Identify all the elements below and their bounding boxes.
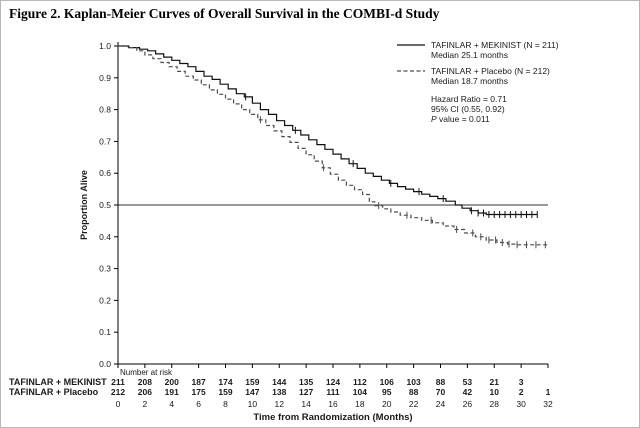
x-tick-label: 18 [355, 399, 365, 409]
y-tick-label: 0.4 [99, 232, 111, 242]
risk-count: 206 [138, 387, 152, 397]
risk-count: 70 [436, 387, 446, 397]
x-tick-label: 14 [301, 399, 311, 409]
y-tick-label: 0.1 [99, 327, 111, 337]
risk-count: 95 [382, 387, 392, 397]
risk-count: 103 [407, 377, 421, 387]
x-tick-label: 6 [196, 399, 201, 409]
risk-count: 174 [218, 377, 232, 387]
risk-count: 212 [111, 387, 125, 397]
legend-stat: 95% CI (0.55, 0.92) [431, 104, 505, 114]
risk-count: 53 [463, 377, 473, 387]
legend-sub: Median 18.7 months [431, 76, 508, 86]
x-tick-label: 4 [169, 399, 174, 409]
risk-count: 111 [326, 387, 340, 397]
y-tick-label: 0.8 [99, 105, 111, 115]
risk-count: 104 [353, 387, 367, 397]
x-tick-label: 12 [275, 399, 285, 409]
risk-count: 187 [192, 377, 206, 387]
y-tick-label: 0.6 [99, 168, 111, 178]
km-curve-tafinlar-mekinist [118, 45, 538, 216]
risk-count: 106 [380, 377, 394, 387]
x-tick-label: 10 [248, 399, 258, 409]
risk-count: 175 [192, 387, 206, 397]
legend-sub: Median 25.1 months [431, 50, 508, 60]
risk-count: 21 [490, 377, 500, 387]
y-tick-label: 0.5 [99, 200, 111, 210]
figure-title: Figure 2. Kaplan-Meier Curves of Overall… [9, 6, 440, 21]
x-tick-label: 0 [116, 399, 121, 409]
y-tick-label: 0.0 [99, 359, 111, 369]
risk-count: 3 [519, 377, 524, 387]
x-tick-label: 8 [223, 399, 228, 409]
risk-count: 159 [245, 377, 259, 387]
x-axis-title: Time from Randomization (Months) [253, 412, 412, 423]
y-tick-label: 0.2 [99, 295, 111, 305]
y-tick-label: 0.3 [99, 264, 111, 274]
x-tick-label: 2 [143, 399, 148, 409]
risk-count: 42 [463, 387, 473, 397]
risk-count: 1 [546, 387, 551, 397]
risk-count: 144 [272, 377, 286, 387]
risk-count: 211 [111, 377, 125, 387]
risk-count: 200 [165, 377, 179, 387]
x-tick-label: 30 [516, 399, 526, 409]
x-tick-label: 26 [463, 399, 473, 409]
risk-count: 88 [436, 377, 446, 387]
risk-count: 191 [165, 387, 179, 397]
x-tick-label: 24 [436, 399, 446, 409]
risk-count: 10 [490, 387, 500, 397]
y-tick-label: 1.0 [99, 41, 111, 51]
risk-count: 112 [353, 377, 367, 387]
y-tick-label: 0.7 [99, 136, 111, 146]
risk-count: 138 [272, 387, 286, 397]
km-curve-tafinlar-placebo [118, 45, 548, 246]
legend-label: TAFINLAR + Placebo (N = 212) [431, 66, 550, 76]
x-tick-label: 22 [409, 399, 419, 409]
risk-row-label-tafinlar-mekinist: TAFINLAR + MEKINIST [9, 377, 107, 387]
risk-table-header: Number at risk [120, 368, 173, 377]
risk-count: 147 [245, 387, 259, 397]
risk-count: 88 [409, 387, 419, 397]
x-tick-label: 32 [543, 399, 553, 409]
x-tick-label: 16 [328, 399, 338, 409]
risk-count: 127 [299, 387, 313, 397]
risk-row-label-tafinlar-placebo: TAFINLAR + Placebo [9, 387, 99, 397]
risk-count: 159 [218, 387, 232, 397]
legend-stat: Hazard Ratio = 0.71 [431, 94, 507, 104]
km-chart: 0.00.10.20.30.40.50.60.70.80.91.00 2 4 6 8 10… [9, 40, 559, 423]
risk-count: 208 [138, 377, 152, 387]
risk-count: 2 [519, 387, 524, 397]
y-tick-label: 0.9 [99, 73, 111, 83]
y-axis-title: Proportion Alive [79, 170, 89, 240]
x-tick-label: 20 [382, 399, 392, 409]
legend-label: TAFINLAR + MEKINIST (N = 211) [431, 40, 559, 50]
legend-stat: P value = 0.011 [431, 114, 490, 124]
x-tick-label: 28 [490, 399, 500, 409]
risk-count: 135 [299, 377, 313, 387]
risk-count: 124 [326, 377, 340, 387]
